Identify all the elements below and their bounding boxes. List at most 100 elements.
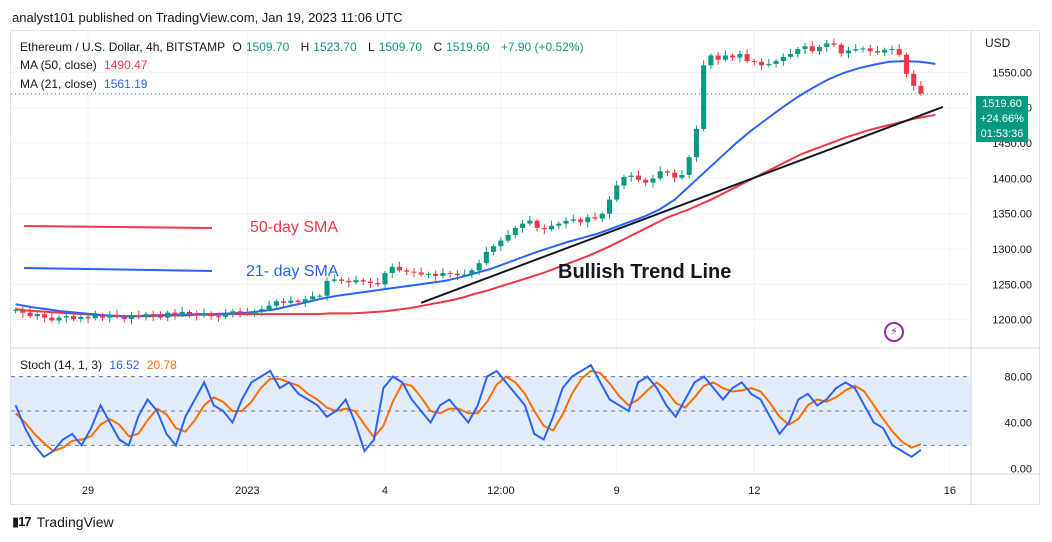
footer-brand[interactable]: TradingView — [36, 514, 114, 530]
candle-body — [766, 63, 772, 66]
candle-body — [128, 315, 135, 320]
bar-countdown: 01:53:36 — [980, 128, 1024, 140]
candle-body — [505, 234, 511, 241]
high-value: 1523.70 — [313, 40, 357, 54]
ma21-line — [15, 60, 936, 318]
stoch-d-value: 20.78 — [146, 358, 177, 372]
time-tick-label: 16 — [944, 485, 956, 497]
candle-body — [244, 312, 250, 314]
candle-body — [882, 49, 888, 53]
lightning-icon[interactable]: ⚡ — [884, 322, 904, 342]
candle-body — [136, 315, 142, 317]
ma50-line — [15, 113, 936, 318]
candle-body — [367, 281, 374, 283]
candle-body — [469, 270, 475, 275]
candle-body — [34, 314, 40, 317]
stoch-k-line — [14, 363, 922, 459]
candle-body — [121, 316, 127, 320]
candle-body — [179, 311, 185, 315]
candle-body — [693, 128, 699, 158]
candle-body — [577, 219, 584, 223]
candle-body — [664, 171, 670, 173]
time-tick-label: 4 — [382, 485, 388, 497]
time-tick-label: 12 — [748, 485, 760, 497]
candle-body — [49, 317, 55, 321]
stoch-lines — [14, 363, 922, 459]
candle-body — [338, 279, 345, 281]
candle-body — [737, 54, 743, 58]
candle-body — [672, 172, 678, 178]
candle-body — [628, 175, 634, 177]
stoch-label: Stoch (14, 1, 3) — [20, 358, 103, 372]
candle-body — [722, 55, 728, 60]
candle-body — [860, 48, 866, 50]
candle-body — [353, 280, 359, 283]
candle-body — [360, 280, 366, 282]
time-tick-label: 9 — [614, 485, 620, 497]
candle-body — [310, 296, 316, 300]
candle-body — [425, 273, 431, 275]
candle-body — [527, 220, 533, 224]
ma50-value: 1490.47 — [104, 58, 148, 72]
candle-body — [759, 61, 765, 66]
open-value: 1509.70 — [245, 40, 290, 54]
candle-body — [802, 46, 808, 50]
tradingview-logo-icon[interactable]: ▮17 — [12, 514, 32, 529]
candle-body — [534, 220, 540, 228]
change-value: +7.90 (+0.52%) — [500, 40, 584, 54]
candle-body — [592, 217, 598, 219]
moving-averages — [15, 60, 936, 318]
candle-body — [498, 240, 504, 247]
candle-body — [570, 219, 576, 221]
ma21-legend: MA (21, close) 1561.19 — [20, 77, 151, 91]
candle-body — [78, 316, 84, 320]
candle-body — [918, 85, 924, 94]
candle-body — [56, 317, 62, 321]
candle-body — [751, 61, 757, 63]
currency-label: USD — [985, 36, 1011, 50]
symbol-name: Ethereum / U.S. Dollar, 4h, BITSTAMP — [20, 40, 226, 54]
candle-body — [650, 178, 656, 183]
candle-body — [795, 49, 801, 55]
candle-body — [541, 227, 547, 230]
candle-body — [281, 301, 287, 303]
sma21-legend-line — [23, 267, 213, 272]
candle-body — [273, 301, 279, 306]
candle-body — [824, 43, 830, 47]
trend-line-group — [420, 105, 944, 304]
candle-body — [317, 295, 323, 297]
candlesticks — [13, 38, 924, 324]
candle-body — [585, 217, 591, 223]
current-price: 1519.60 — [982, 98, 1022, 110]
stoch-legend: Stoch (14, 1, 3) 16.52 20.78 — [20, 358, 181, 372]
candle-body — [483, 251, 489, 264]
candle-body — [396, 266, 403, 271]
candle-body — [107, 314, 113, 318]
candle-body — [404, 270, 410, 272]
candle-body — [780, 56, 786, 62]
candle-body — [643, 179, 649, 183]
bullish-trend-line — [420, 105, 944, 304]
candle-body — [208, 313, 214, 317]
candle-body — [259, 309, 265, 312]
candle-body — [63, 316, 69, 318]
candle-body — [295, 300, 301, 303]
candle-body — [223, 314, 229, 317]
candle-body — [556, 223, 562, 226]
candle-body — [331, 279, 337, 281]
sma50-legend-line — [23, 225, 213, 229]
candle-body — [288, 300, 294, 303]
ma50-legend: MA (50, close) 1490.47 — [20, 58, 151, 72]
price-tick-label: 1350.00 — [992, 209, 1032, 221]
candle-body — [186, 311, 192, 315]
close-value: 1519.60 — [446, 40, 490, 54]
symbol-legend: Ethereum / U.S. Dollar, 4h, BITSTAMP O 15… — [20, 40, 588, 54]
candle-body — [773, 61, 779, 64]
candle-body — [172, 312, 178, 315]
low-value: 1509.70 — [378, 40, 423, 54]
candle-body — [896, 49, 902, 55]
candle-body — [903, 54, 909, 74]
candle-body — [440, 273, 446, 276]
candle-body — [715, 55, 721, 60]
